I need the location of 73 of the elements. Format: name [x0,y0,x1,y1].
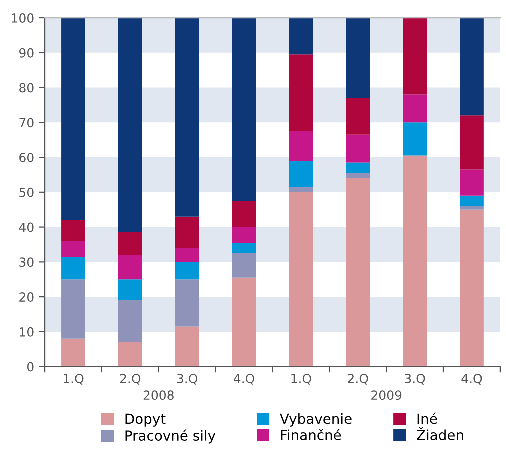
bar [232,278,256,367]
bar [62,280,86,339]
bar [460,116,484,170]
x-tick-label: 1.Q [292,374,312,385]
bar [175,248,200,262]
bar [346,134,370,163]
bar [460,196,484,206]
bar [232,243,256,254]
legend-label: Finančné [281,429,342,440]
y-tick-label: 20 [20,292,34,302]
bar [118,300,142,342]
y-tick-label: 40 [19,222,34,232]
bar [289,18,314,55]
bar [62,241,86,257]
bar [289,54,314,132]
bar [346,98,370,135]
y-tick-label: 30 [20,258,34,268]
y-tick-label: 80 [20,83,34,93]
bar [62,18,86,220]
bar [289,131,314,162]
bar [62,220,86,242]
x-tick-label: 1.Q [64,374,84,385]
bar [232,18,256,202]
x-tick-label: 4.Q [462,374,482,385]
bar [460,18,484,116]
bar [460,206,484,210]
x-tick-label: 2.Q [348,374,368,385]
bar [289,161,314,188]
bar [118,18,142,233]
bar [403,18,427,95]
x-tick-label: 3.Q [405,374,426,385]
text: 2008 [144,390,174,400]
legend-label: Iné [418,412,438,424]
y-tick-label: 90 [20,48,34,58]
bar [346,178,370,367]
y-tick-label: 100 [12,13,34,23]
bar [460,210,484,367]
bar [62,338,86,367]
text: 2009 [372,390,402,400]
legend-label: Dopyt [126,414,166,427]
legend-label: Vybavenie [280,413,352,427]
y-tick-label: 50 [20,188,34,198]
bar [232,227,256,243]
bar [346,162,370,174]
x-tick-label: 3.Q [177,374,198,385]
legend-label: Pracovné sily [126,430,216,444]
bar [289,192,314,367]
bar [175,280,200,327]
y-tick-label: 70 [20,118,34,128]
bar [232,201,256,228]
bar [232,253,256,278]
bar [175,18,200,217]
bar [118,255,142,280]
y-tick-label: 60 [20,153,34,162]
bar [289,187,314,192]
x-tick-label: 2.Q [120,374,141,385]
bar [118,342,142,367]
y-tick-label: 0 [27,362,34,372]
legend-label: Žiaden [417,427,464,440]
bar [403,122,427,156]
y-tick-label: 10 [20,327,34,337]
bar [460,170,484,196]
bar [403,156,427,367]
bar [175,326,200,367]
bar [346,173,370,178]
bar [175,216,200,248]
bar [118,232,142,256]
bar [403,94,427,123]
bar [62,256,86,280]
bar [118,280,142,301]
bar [346,18,370,98]
x-tick-label: 4.Q [234,374,254,385]
bar [175,262,200,280]
